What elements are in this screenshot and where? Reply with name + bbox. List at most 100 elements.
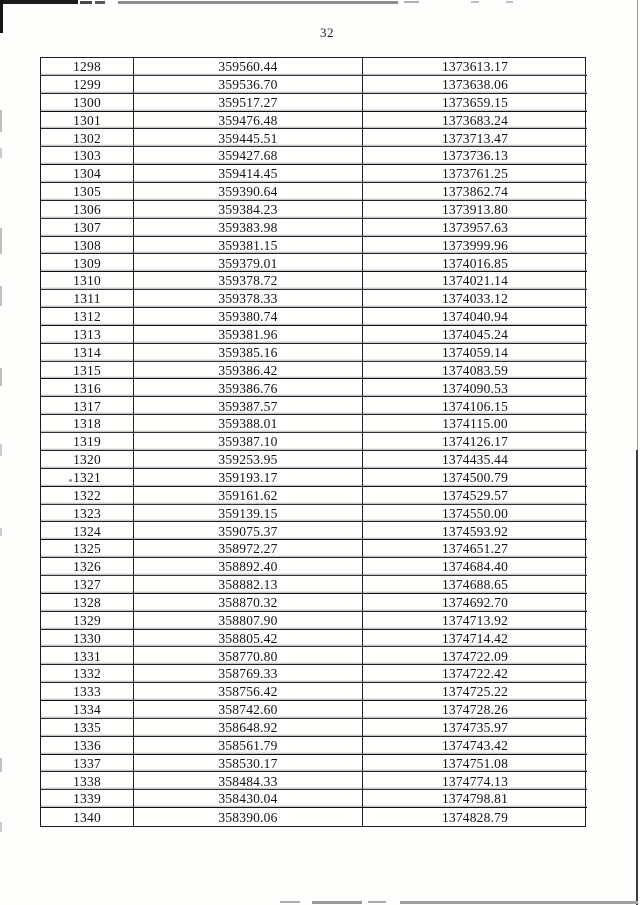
scan-artifact-right-edge — [636, 0, 638, 450]
value-2-cell: 1374106.15 — [441, 398, 509, 414]
table-row: 1330 358805.42 1374714.42 — [41, 629, 587, 648]
value-2-cell: 1374684.40 — [441, 559, 509, 575]
row-number-cell: 1300 — [41, 93, 134, 111]
value-2-cell: 1374722.09 — [441, 648, 509, 664]
value-1-cell: 358390.06 — [134, 808, 363, 826]
row-number-cell: 1321 — [41, 468, 134, 486]
table-row: 1336 358561.79 1374743.42 — [41, 736, 587, 755]
value-1-cell: 359517.27 — [134, 93, 363, 111]
value-2-cell: 1374040.94 — [441, 309, 509, 325]
scan-artifact-bottom-dash — [368, 901, 386, 903]
row-number-cell: 1299 — [41, 75, 134, 93]
value-2-cell: 1374688.65 — [441, 577, 509, 593]
row-number-cell: 1318 — [41, 415, 134, 433]
table-row: 1335 358648.92 1374735.97 — [41, 718, 587, 737]
value-1-cell: 359161.62 — [134, 486, 363, 504]
table-row: 1302 359445.51 1373713.47 — [41, 129, 587, 148]
value-2-cell: 1374735.97 — [441, 720, 509, 735]
value-2-cell: 1373683.24 — [441, 112, 509, 128]
value-1-cell: 359388.01 — [134, 415, 363, 433]
row-number-cell: 1319 — [41, 433, 134, 450]
scan-artifact-bottom-line — [400, 901, 638, 904]
value-2-cell: 1373913.80 — [441, 202, 509, 218]
row-number-cell: 1314 — [41, 343, 134, 361]
value-1-cell: 359381.96 — [134, 325, 363, 343]
table-row: 1311 359378.33 1374033.12 — [41, 290, 587, 309]
table-row: 1334 358742.60 1374728.26 — [41, 700, 587, 719]
value-1-cell: 359139.15 — [134, 504, 363, 522]
scan-artifact-left-dash — [0, 228, 2, 254]
value-1-cell: 358484.33 — [134, 772, 363, 790]
value-1-cell: 359427.68 — [134, 147, 363, 165]
table-row: 1320 359253.95 1374435.44 — [41, 450, 587, 469]
value-2-cell: 1374083.59 — [441, 362, 509, 378]
row-number-cell: 1334 — [41, 700, 134, 718]
scan-artifact-left-dash — [0, 148, 2, 158]
table-row: 1300 359517.27 1373659.15 — [41, 93, 587, 112]
row-number-cell: 1311 — [41, 290, 134, 308]
value-2-cell: 1373761.25 — [441, 166, 509, 182]
table-row: 1327 358882.13 1374688.65 — [41, 575, 587, 594]
scan-artifact-bottom-dash — [280, 901, 300, 903]
value-1-cell: 359193.17 — [134, 468, 363, 486]
value-1-cell: 358870.32 — [134, 593, 363, 611]
row-number-cell: 1337 — [41, 754, 134, 772]
value-1-cell: 359379.01 — [134, 254, 363, 272]
scan-artifact-top-line — [404, 1, 419, 3]
table-row: 1338 358484.33 1374774.13 — [41, 772, 587, 791]
row-number-cell: 1324 — [41, 522, 134, 540]
table-row: 1331 358770.80 1374722.09 — [41, 647, 587, 666]
scan-artifact-left-dash — [0, 368, 2, 386]
row-number-cell: 1323 — [41, 504, 134, 522]
value-1-cell: 359445.51 — [134, 129, 363, 147]
scan-artifact-right-edge — [636, 450, 638, 905]
table-row: 1314 359385.16 1374059.14 — [41, 343, 587, 362]
table-row: 1321 359193.17 1374500.79 — [41, 468, 587, 487]
value-2-cell: 1374798.81 — [441, 791, 509, 807]
row-number-cell: 1335 — [41, 718, 134, 736]
value-2-cell: 1374714.42 — [441, 630, 509, 646]
table-row: 1305 359390.64 1373862.74 — [41, 183, 587, 201]
value-2-cell: 1374059.14 — [441, 344, 509, 360]
row-number-cell: 1333 — [41, 683, 134, 700]
value-2-cell: 1374045.24 — [441, 327, 509, 343]
scan-artifact-top-bar — [0, 0, 78, 4]
row-number-cell: 1315 — [41, 361, 134, 379]
value-2-cell: 1374126.17 — [441, 434, 509, 450]
value-1-cell: 359378.72 — [134, 272, 363, 290]
value-1-cell: 358807.90 — [134, 611, 363, 629]
value-2-cell: 1374774.13 — [441, 773, 509, 789]
table-row: 1328 358870.32 1374692.70 — [41, 593, 587, 612]
scan-artifact-top-dash — [80, 1, 92, 4]
value-2-cell: 1374033.12 — [441, 291, 509, 307]
row-number-cell: 1328 — [41, 593, 134, 611]
table-row: 1339 358430.04 1374798.81 — [41, 790, 587, 809]
value-2-cell: 1373736.13 — [441, 148, 509, 164]
value-2-cell: 1374725.22 — [441, 684, 509, 700]
row-number-cell: 1332 — [41, 665, 134, 683]
row-number-cell: 1336 — [41, 736, 134, 754]
value-1-cell: 359378.33 — [134, 290, 363, 308]
value-2-cell: 1374713.92 — [441, 612, 509, 628]
value-1-cell: 358742.60 — [134, 700, 363, 718]
table-row: 1310 359378.72 1374021.14 — [41, 272, 587, 291]
table-row: 1306 359384.23 1373913.80 — [41, 200, 587, 219]
row-number-cell: 1331 — [41, 647, 134, 665]
table-row: 1340 358390.06 1374828.79 — [41, 808, 587, 826]
value-1-cell: 359384.23 — [134, 200, 363, 218]
row-number-cell: 1305 — [41, 183, 134, 200]
table-row: 1332 358769.33 1374722.42 — [41, 665, 587, 684]
value-1-cell: 359536.70 — [134, 75, 363, 93]
value-2-cell: 1374550.00 — [441, 505, 509, 521]
table-row: 1337 358530.17 1374751.08 — [41, 754, 587, 773]
value-2-cell: 1373659.15 — [441, 94, 509, 110]
row-number-cell: 1303 — [41, 147, 134, 165]
table-row: 1298 359560.44 1373613.17 — [41, 58, 587, 76]
value-2-cell: 1374435.44 — [441, 452, 509, 468]
scan-artifact-top-dot — [471, 1, 479, 3]
value-1-cell: 358561.79 — [134, 736, 363, 754]
value-2-cell: 1373638.06 — [441, 77, 509, 93]
row-number-cell: 1338 — [41, 772, 134, 790]
value-1-cell: 358972.27 — [134, 540, 363, 558]
scan-artifact-left-dash — [0, 444, 2, 456]
